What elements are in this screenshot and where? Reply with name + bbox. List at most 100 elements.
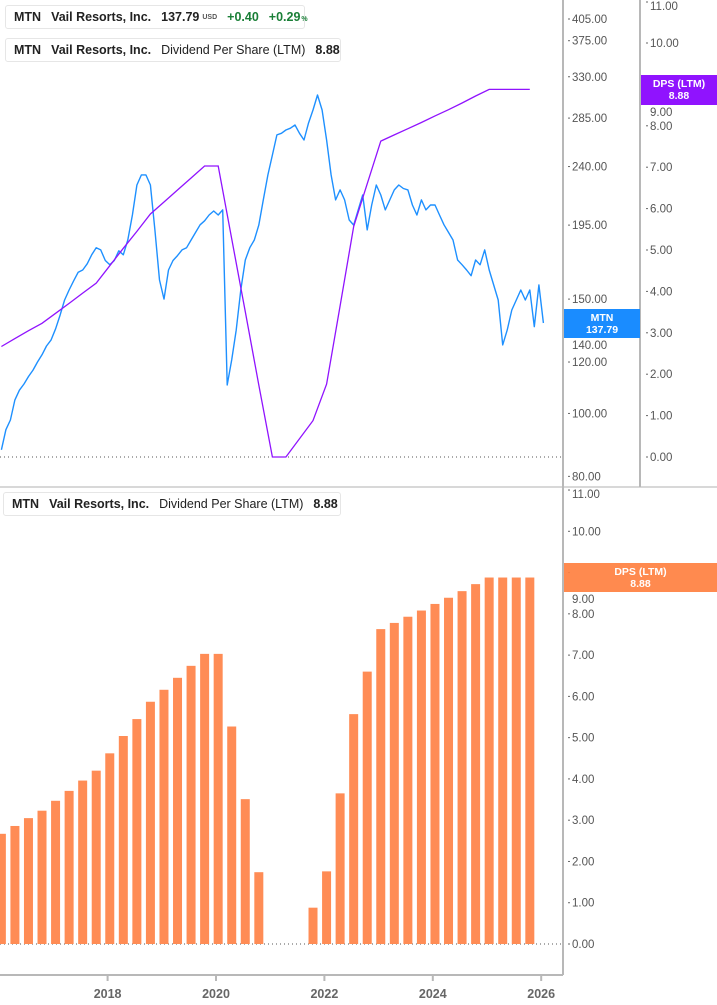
dps-bottom-axis-label: 1.00 bbox=[572, 898, 594, 910]
dps-bottom-axis-label: 8.00 bbox=[572, 609, 594, 621]
legend-ticker: MTN bbox=[12, 497, 40, 511]
price-tag-label: MTN bbox=[590, 311, 614, 324]
x-axis-label: 2020 bbox=[202, 987, 230, 1001]
legend-company: Vail Resorts, Inc. bbox=[51, 10, 152, 24]
dps-top-axis-label: 4.00 bbox=[650, 286, 672, 298]
dps-top-axis-label: 10.00 bbox=[650, 38, 679, 50]
price-tag-value: 137.79 bbox=[585, 323, 619, 336]
dps-bar bbox=[349, 714, 359, 944]
dps-bar bbox=[186, 665, 196, 944]
dps-bottom-axis-label: 0.00 bbox=[572, 939, 594, 951]
dps-bar bbox=[335, 793, 345, 944]
dps-top-axis-label: 3.00 bbox=[650, 328, 672, 340]
dps-bar bbox=[132, 719, 142, 944]
dps-bar bbox=[159, 689, 169, 944]
dps-bar bbox=[416, 610, 426, 944]
dps-bar bbox=[78, 780, 88, 944]
legend-currency: USD bbox=[202, 13, 218, 21]
dps-top-axis-label: 11.00 bbox=[650, 1, 678, 13]
price-axis-label: 100.00 bbox=[572, 408, 607, 420]
price-tag: MTN 137.79 bbox=[564, 309, 640, 338]
legend-change-pct-group: +0.29% bbox=[269, 10, 308, 24]
price-axis-label: 140.00 bbox=[572, 340, 607, 352]
dps-bar bbox=[23, 818, 33, 944]
dps-bar bbox=[525, 577, 535, 944]
legend-metric: Dividend Per Share (LTM) bbox=[161, 43, 306, 57]
dps-bottom-axis-label: 7.00 bbox=[572, 650, 594, 662]
series-lines bbox=[0, 88, 545, 458]
legend-value: 8.88 bbox=[315, 43, 340, 57]
dps-bar bbox=[10, 825, 20, 944]
dps-bar bbox=[64, 790, 74, 944]
dps-bar bbox=[471, 584, 481, 944]
legend-ticker: MTN bbox=[14, 10, 42, 24]
dps-bottom-axis-label: 2.00 bbox=[572, 856, 594, 868]
dps-bar bbox=[118, 735, 128, 944]
dps-bottom-tag-label: DPS (LTM) bbox=[614, 565, 667, 578]
dps-bar bbox=[308, 907, 318, 944]
dps-top-axis-label: 0.00 bbox=[650, 452, 672, 464]
price-axis-label: 240.00 bbox=[572, 162, 607, 174]
dps-top-axis-label: 8.00 bbox=[650, 121, 672, 133]
dps-bottom-axis-label: 10.00 bbox=[572, 526, 601, 538]
dps-bar bbox=[389, 622, 399, 944]
x-axis-label: 2018 bbox=[94, 987, 122, 1001]
legend-value: 8.88 bbox=[313, 497, 338, 511]
dps-bar bbox=[254, 872, 264, 944]
price-legend[interactable]: MTN Vail Resorts, Inc. 137.79 USD +0.40 … bbox=[5, 5, 308, 29]
x-axis-label: 2022 bbox=[310, 987, 338, 1001]
dps-bar bbox=[322, 871, 332, 944]
dps-bar bbox=[511, 577, 521, 944]
dps-bottom-axis-label: 11.00 bbox=[572, 489, 600, 501]
dps-bar bbox=[91, 770, 101, 944]
legend-metric: Dividend Per Share (LTM) bbox=[159, 497, 304, 511]
axes: 405.00 375.00 330.00 285.00 240.00 195.00 150.… bbox=[94, 1, 679, 1001]
legend-company: Vail Resorts, Inc. bbox=[51, 43, 152, 57]
dps-bar bbox=[498, 577, 508, 944]
dps-bar bbox=[240, 799, 250, 944]
price-axis-label: 405.00 bbox=[572, 14, 607, 26]
price-line bbox=[0, 94, 545, 450]
price-axis-label: 80.00 bbox=[572, 471, 601, 483]
dps-bar bbox=[173, 677, 183, 944]
dps-bar bbox=[145, 701, 155, 944]
legend-change: +0.40 bbox=[227, 10, 259, 24]
dps-top-axis-label: 6.00 bbox=[650, 204, 672, 216]
dps-bottom-axis-label: 5.00 bbox=[572, 733, 594, 745]
legend-ticker: MTN bbox=[14, 43, 42, 57]
legend-pct-sign: % bbox=[301, 16, 308, 23]
legend-company: Vail Resorts, Inc. bbox=[49, 497, 150, 511]
dps-bottom-tag: DPS (LTM) 8.88 bbox=[564, 563, 717, 592]
dps-bottom-legend[interactable]: MTN Vail Resorts, Inc. Dividend Per Shar… bbox=[3, 492, 341, 516]
dps-top-axis-label: 5.00 bbox=[650, 245, 672, 257]
dps-bottom-axis-label: 4.00 bbox=[572, 774, 594, 786]
dps-bottom-tag-value: 8.88 bbox=[630, 577, 651, 590]
dps-top-axis-label: 2.00 bbox=[650, 369, 672, 381]
dps-top-axis-label: 9.00 bbox=[650, 107, 672, 119]
dps-top-axis-label: 7.00 bbox=[650, 162, 672, 174]
x-axis-label: 2024 bbox=[419, 987, 447, 1001]
dps-bar bbox=[105, 753, 115, 944]
dps-bar bbox=[200, 653, 210, 944]
price-axis-label: 285.00 bbox=[572, 113, 607, 125]
dps-bar bbox=[0, 833, 6, 944]
dps-top-tag-label: DPS (LTM) bbox=[652, 78, 706, 90]
price-axis-label: 150.00 bbox=[572, 294, 607, 306]
dps-bar bbox=[457, 591, 467, 944]
gridlines bbox=[0, 0, 717, 976]
dps-bar bbox=[37, 810, 47, 944]
dps-bar bbox=[484, 577, 494, 944]
dps-bar bbox=[430, 603, 440, 944]
dps-bar bbox=[403, 616, 413, 944]
dps-bottom-axis-label: 3.00 bbox=[572, 815, 594, 827]
dps-top-legend[interactable]: MTN Vail Resorts, Inc. Dividend Per Shar… bbox=[5, 38, 341, 62]
dps-bottom-axis-label: 9.00 bbox=[572, 594, 594, 606]
dps-top-tag: DPS (LTM) 8.88 bbox=[641, 75, 717, 105]
price-axis-label: 120.00 bbox=[572, 357, 607, 369]
legend-price: 137.79 bbox=[161, 10, 200, 24]
dps-line bbox=[1, 88, 530, 458]
dps-bar bbox=[213, 653, 223, 944]
price-axis-label: 195.00 bbox=[572, 220, 607, 232]
dps-bar bbox=[51, 800, 61, 944]
